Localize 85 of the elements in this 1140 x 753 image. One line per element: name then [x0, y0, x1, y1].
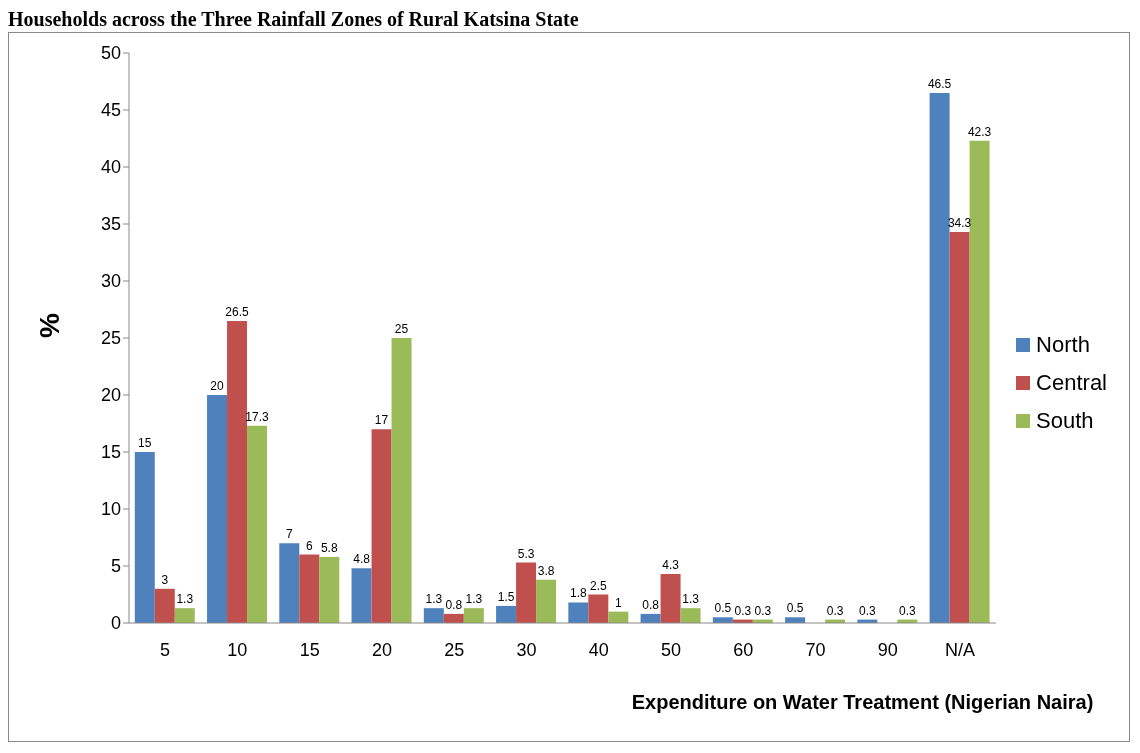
y-axis-title: %: [33, 313, 65, 338]
data-label: 0.3: [899, 603, 917, 618]
bar: [351, 568, 372, 623]
y-tick-label: 0: [110, 613, 121, 634]
x-tick-label: 25: [444, 639, 465, 660]
data-label: 0.3: [859, 603, 877, 618]
y-tick-label: 20: [100, 385, 121, 406]
bar: [154, 588, 175, 623]
bar: [207, 395, 228, 623]
bar: [299, 554, 320, 623]
bar: [969, 140, 990, 623]
data-label: 0.3: [734, 603, 752, 618]
data-label: 3: [161, 572, 169, 587]
x-tick-label: 5: [160, 639, 171, 660]
data-label: 3.8: [537, 563, 555, 578]
data-label: 4.3: [662, 557, 680, 572]
bar: [134, 452, 155, 623]
bar: [247, 425, 268, 623]
x-tick-label: 50: [660, 639, 681, 660]
y-tick-label: 35: [100, 214, 121, 235]
x-tick-label: 70: [805, 639, 826, 660]
bar: [174, 608, 195, 623]
data-label: 6: [305, 538, 313, 553]
y-tick-label: 45: [100, 100, 121, 121]
x-tick-label: 90: [877, 639, 898, 660]
legend-label: Central: [1036, 370, 1107, 396]
data-label: 26.5: [225, 304, 250, 319]
y-tick-label: 30: [100, 271, 121, 292]
y-tick-label: 15: [100, 442, 121, 463]
x-tick-label: N/A: [944, 639, 975, 660]
bar: [929, 92, 950, 623]
data-label: 20: [210, 379, 225, 393]
data-label: 1.3: [465, 592, 483, 607]
data-label: 0.8: [445, 597, 463, 612]
data-label: 25: [394, 322, 409, 336]
y-tick-label: 40: [100, 157, 121, 178]
legend-label: North: [1036, 332, 1090, 358]
data-label: 1.8: [569, 586, 587, 601]
data-label: 0.8: [642, 597, 660, 612]
bar: [391, 338, 412, 623]
data-label: 42.3: [967, 124, 992, 139]
bar: [568, 602, 589, 623]
data-label: 5.3: [517, 546, 535, 561]
x-tick-label: 60: [733, 639, 754, 660]
bar: [279, 543, 300, 623]
legend-label: South: [1036, 408, 1094, 434]
data-label: 4.8: [353, 552, 371, 567]
data-label: 1.3: [176, 592, 194, 607]
data-label: 0.3: [826, 603, 844, 618]
data-label: 1.5: [497, 589, 515, 604]
data-label: 1.3: [682, 592, 700, 607]
bar: [463, 608, 484, 623]
y-tick-label: 50: [100, 43, 121, 64]
x-tick-label: 40: [588, 639, 609, 660]
x-axis-title: Expenditure on Water Treatment (Nigerian Naira): [631, 691, 1094, 713]
bar: [371, 429, 392, 623]
y-tick-label: 25: [100, 328, 121, 349]
bar: [680, 608, 701, 623]
data-label: 0.5: [786, 601, 804, 616]
data-label: 17: [374, 413, 389, 428]
data-label: 1: [614, 595, 622, 610]
bar: [227, 320, 248, 623]
bar: [423, 608, 444, 623]
chart-title: Households across the Three Rainfall Zones of Rural Katsina State: [8, 8, 580, 32]
bar: [496, 605, 517, 623]
x-tick-label: 10: [227, 639, 248, 660]
x-tick-label: 30: [516, 639, 537, 660]
data-label: 15: [138, 436, 152, 450]
data-label: 5.8: [320, 540, 338, 555]
data-label: 0.5: [714, 601, 732, 616]
bar: [588, 594, 609, 623]
x-tick-label: 15: [299, 639, 320, 660]
x-tick-label: 20: [371, 639, 392, 660]
y-tick-label: 10: [100, 499, 121, 520]
y-tick-label: 5: [110, 556, 121, 577]
bar: [516, 562, 537, 623]
data-label: 0.3: [754, 603, 772, 618]
bar: [536, 579, 557, 623]
bar: [949, 231, 970, 623]
data-label: 2.5: [589, 578, 607, 593]
data-label: 7: [285, 527, 293, 542]
data-label: 1.3: [425, 592, 443, 607]
bar: [660, 573, 681, 623]
data-label: 46.5: [927, 76, 952, 91]
bar: [319, 556, 340, 623]
